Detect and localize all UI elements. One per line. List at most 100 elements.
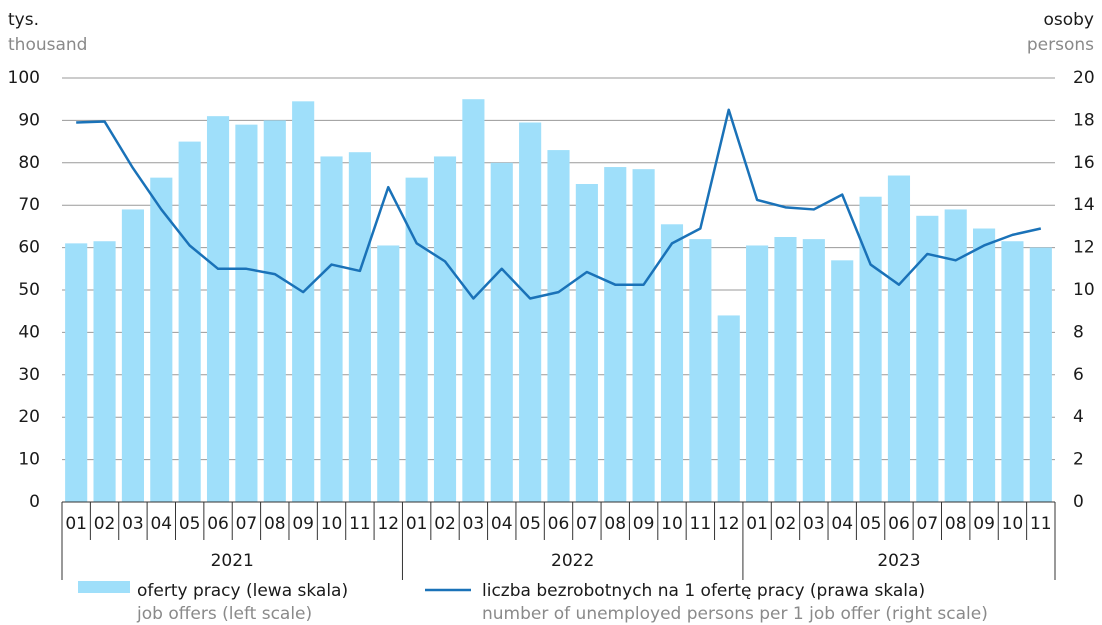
bar [689, 239, 712, 502]
y2-tick-label: 14 [1073, 195, 1095, 215]
x-tick-label: 11 [690, 514, 712, 534]
bar [490, 162, 513, 503]
x-tick-label: 05 [179, 514, 201, 534]
bar [774, 237, 797, 502]
bar [178, 141, 201, 502]
y2-tick-label: 0 [1073, 492, 1084, 512]
left-unit: tys. [8, 10, 39, 30]
y-tick-label: 100 [8, 68, 40, 88]
bar [121, 209, 144, 502]
y-tick-label: 20 [18, 407, 40, 427]
legend-sublabel: job offers (left scale) [136, 604, 312, 624]
y2-tick-label: 8 [1073, 322, 1084, 342]
x-tick-label: 12 [718, 514, 740, 534]
x-tick-label: 08 [604, 514, 626, 534]
y-tick-label: 90 [18, 110, 40, 130]
legend-sublabel: number of unemployed persons per 1 job o… [482, 604, 988, 624]
x-tick-label: 08 [945, 514, 967, 534]
x-tick-label: 07 [236, 514, 258, 534]
y-tick-label: 50 [18, 280, 40, 300]
x-tick-label: 04 [831, 514, 853, 534]
x-tick-label: 09 [633, 514, 655, 534]
legend-swatch [78, 581, 130, 593]
y-tick-label: 70 [18, 195, 40, 215]
x-tick-label: 10 [321, 514, 343, 534]
bar [65, 243, 88, 503]
x-tick-label: 09 [973, 514, 995, 534]
bar [746, 245, 769, 503]
x-tick-label: 03 [463, 514, 485, 534]
bar [263, 120, 286, 503]
bar [604, 167, 627, 503]
x-tick-label: 11 [1030, 514, 1052, 534]
x-tick-label: 01 [746, 514, 768, 534]
bar [206, 116, 230, 502]
bar [405, 177, 428, 502]
x-tick-label: 11 [349, 514, 371, 534]
x-tick-label: 03 [803, 514, 825, 534]
bar [433, 156, 457, 502]
bar [575, 184, 598, 502]
bar [519, 122, 542, 503]
x-tick-label: 04 [491, 514, 513, 534]
x-tick-label: 08 [264, 514, 286, 534]
group-label: 2023 [877, 551, 920, 571]
bar [916, 215, 939, 503]
x-tick-label: 07 [917, 514, 939, 534]
y2-tick-label: 6 [1073, 365, 1084, 385]
bar [1001, 241, 1024, 503]
bar [235, 124, 258, 502]
bar [150, 177, 173, 502]
x-tick-label: 09 [292, 514, 314, 534]
bar [348, 152, 371, 502]
legend-label: oferty pracy (lewa skala) [137, 581, 348, 601]
y-tick-label: 30 [18, 365, 40, 385]
bar [660, 224, 684, 502]
x-tick-label: 02 [775, 514, 797, 534]
x-tick-label: 06 [888, 514, 910, 534]
x-tick-label: 10 [661, 514, 683, 534]
bar [632, 169, 655, 502]
bar [973, 228, 996, 502]
right-unit-en: persons [1027, 35, 1094, 55]
bar [802, 239, 825, 502]
x-tick-label: 06 [207, 514, 229, 534]
x-tick-label: 04 [150, 514, 172, 534]
bar [462, 99, 485, 502]
x-tick-label: 01 [406, 514, 428, 534]
x-tick-label: 12 [377, 514, 399, 534]
y-tick-label: 0 [29, 492, 40, 512]
line [76, 108, 1042, 300]
y2-tick-label: 16 [1073, 153, 1095, 173]
y-tick-label: 40 [18, 322, 40, 342]
x-tick-label: 05 [860, 514, 882, 534]
x-tick-label: 06 [548, 514, 570, 534]
bar [292, 101, 315, 502]
x-tick-label: 03 [122, 514, 144, 534]
bar [1029, 247, 1052, 502]
x-tick-label: 07 [576, 514, 598, 534]
bar [944, 209, 967, 502]
y-tick-label: 60 [18, 238, 40, 258]
x-tick-label: 10 [1002, 514, 1024, 534]
y2-tick-label: 20 [1073, 68, 1095, 88]
bar [547, 150, 570, 502]
x-tick-label: 01 [65, 514, 87, 534]
legend-label: liczba bezrobotnych na 1 ofertę pracy (p… [482, 581, 925, 601]
group-label: 2021 [211, 551, 254, 571]
left-unit-en: thousand [8, 35, 87, 55]
bar [717, 315, 740, 502]
bar [859, 196, 882, 502]
y2-tick-label: 2 [1073, 450, 1084, 470]
bar [377, 245, 400, 503]
y2-tick-label: 4 [1073, 407, 1084, 427]
bar [887, 175, 911, 502]
y2-tick-label: 12 [1073, 238, 1095, 258]
right-unit: osoby [1043, 10, 1094, 30]
y-tick-label: 10 [18, 450, 40, 470]
group-label: 2022 [551, 551, 594, 571]
bar [320, 156, 343, 502]
y2-tick-label: 10 [1073, 280, 1095, 300]
x-tick-label: 05 [519, 514, 541, 534]
